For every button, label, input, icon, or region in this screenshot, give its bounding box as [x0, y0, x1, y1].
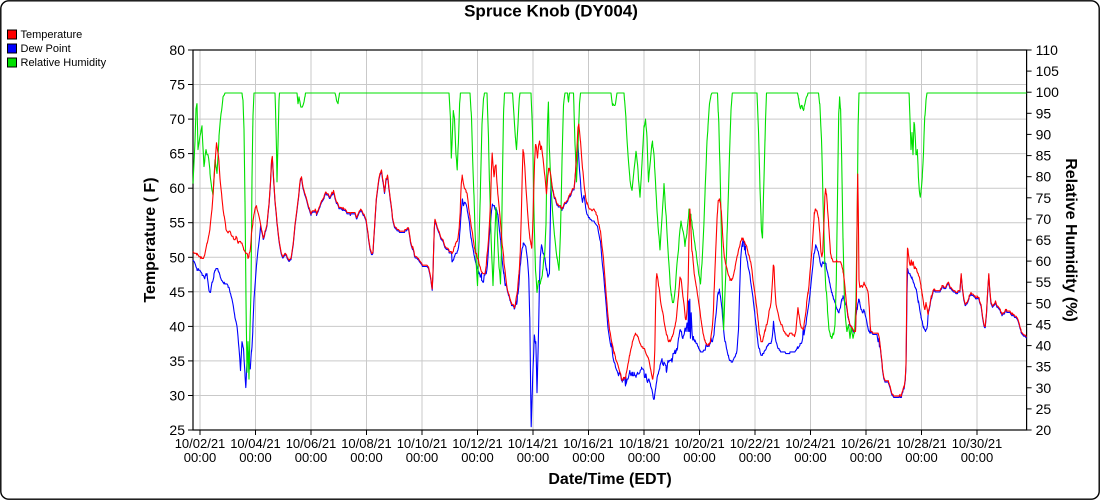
svg-text:45: 45 — [169, 284, 185, 300]
svg-text:00:00: 00:00 — [794, 450, 827, 465]
svg-text:20: 20 — [1036, 422, 1052, 438]
svg-text:35: 35 — [1036, 359, 1052, 375]
svg-text:00:00: 00:00 — [295, 450, 328, 465]
svg-text:10/24/21: 10/24/21 — [785, 436, 836, 451]
svg-text:75: 75 — [169, 77, 185, 93]
svg-text:80: 80 — [169, 42, 185, 58]
svg-text:Relative Humidity (%): Relative Humidity (%) — [1062, 158, 1079, 322]
svg-text:00:00: 00:00 — [572, 450, 605, 465]
svg-text:10/06/21: 10/06/21 — [286, 436, 337, 451]
svg-text:Temperature ( F): Temperature ( F) — [142, 177, 159, 302]
svg-text:00:00: 00:00 — [461, 450, 494, 465]
svg-text:25: 25 — [169, 422, 185, 438]
svg-text:50: 50 — [1036, 295, 1052, 311]
svg-text:35: 35 — [169, 353, 185, 369]
svg-text:10/10/21: 10/10/21 — [397, 436, 448, 451]
svg-text:65: 65 — [1036, 232, 1052, 248]
svg-text:10/22/21: 10/22/21 — [730, 436, 781, 451]
svg-text:30: 30 — [1036, 380, 1052, 396]
svg-text:Spruce Knob (DY004): Spruce Knob (DY004) — [464, 2, 638, 21]
svg-text:00:00: 00:00 — [406, 450, 439, 465]
svg-text:40: 40 — [1036, 338, 1052, 354]
svg-text:110: 110 — [1036, 42, 1059, 58]
svg-text:80: 80 — [1036, 169, 1052, 185]
svg-text:45: 45 — [1036, 316, 1052, 332]
svg-text:55: 55 — [1036, 274, 1052, 290]
svg-text:00:00: 00:00 — [628, 450, 661, 465]
svg-text:10/26/21: 10/26/21 — [841, 436, 892, 451]
svg-text:105: 105 — [1036, 63, 1060, 79]
svg-text:Dew Point: Dew Point — [21, 43, 71, 55]
svg-text:00:00: 00:00 — [350, 450, 383, 465]
svg-text:00:00: 00:00 — [517, 450, 550, 465]
svg-text:60: 60 — [169, 180, 185, 196]
svg-text:60: 60 — [1036, 253, 1052, 269]
svg-text:00:00: 00:00 — [905, 450, 938, 465]
svg-text:100: 100 — [1036, 84, 1060, 100]
svg-text:50: 50 — [169, 249, 185, 265]
svg-text:75: 75 — [1036, 190, 1052, 206]
svg-text:10/28/21: 10/28/21 — [896, 436, 947, 451]
svg-text:90: 90 — [1036, 126, 1052, 142]
svg-text:10/20/21: 10/20/21 — [674, 436, 725, 451]
svg-text:10/14/21: 10/14/21 — [508, 436, 559, 451]
svg-text:85: 85 — [1036, 148, 1052, 164]
svg-text:25: 25 — [1036, 401, 1052, 417]
svg-text:10/12/21: 10/12/21 — [452, 436, 503, 451]
svg-text:65: 65 — [169, 146, 185, 162]
svg-text:10/08/21: 10/08/21 — [341, 436, 392, 451]
svg-text:00:00: 00:00 — [961, 450, 994, 465]
svg-text:70: 70 — [169, 111, 185, 127]
svg-text:55: 55 — [169, 215, 185, 231]
svg-text:00:00: 00:00 — [739, 450, 772, 465]
svg-text:10/16/21: 10/16/21 — [563, 436, 614, 451]
svg-text:00:00: 00:00 — [239, 450, 272, 465]
svg-text:10/02/21: 10/02/21 — [175, 436, 226, 451]
svg-text:70: 70 — [1036, 211, 1052, 227]
svg-text:00:00: 00:00 — [850, 450, 883, 465]
svg-text:Temperature: Temperature — [21, 29, 83, 41]
svg-text:10/18/21: 10/18/21 — [619, 436, 670, 451]
svg-text:10/04/21: 10/04/21 — [230, 436, 281, 451]
svg-text:00:00: 00:00 — [683, 450, 716, 465]
svg-text:95: 95 — [1036, 105, 1052, 121]
svg-text:00:00: 00:00 — [184, 450, 217, 465]
svg-text:10/30/21: 10/30/21 — [952, 436, 1003, 451]
svg-text:30: 30 — [169, 388, 185, 404]
svg-text:40: 40 — [169, 318, 185, 334]
svg-text:Date/Time (EDT): Date/Time (EDT) — [548, 471, 671, 488]
svg-text:Relative Humidity: Relative Humidity — [21, 57, 107, 69]
